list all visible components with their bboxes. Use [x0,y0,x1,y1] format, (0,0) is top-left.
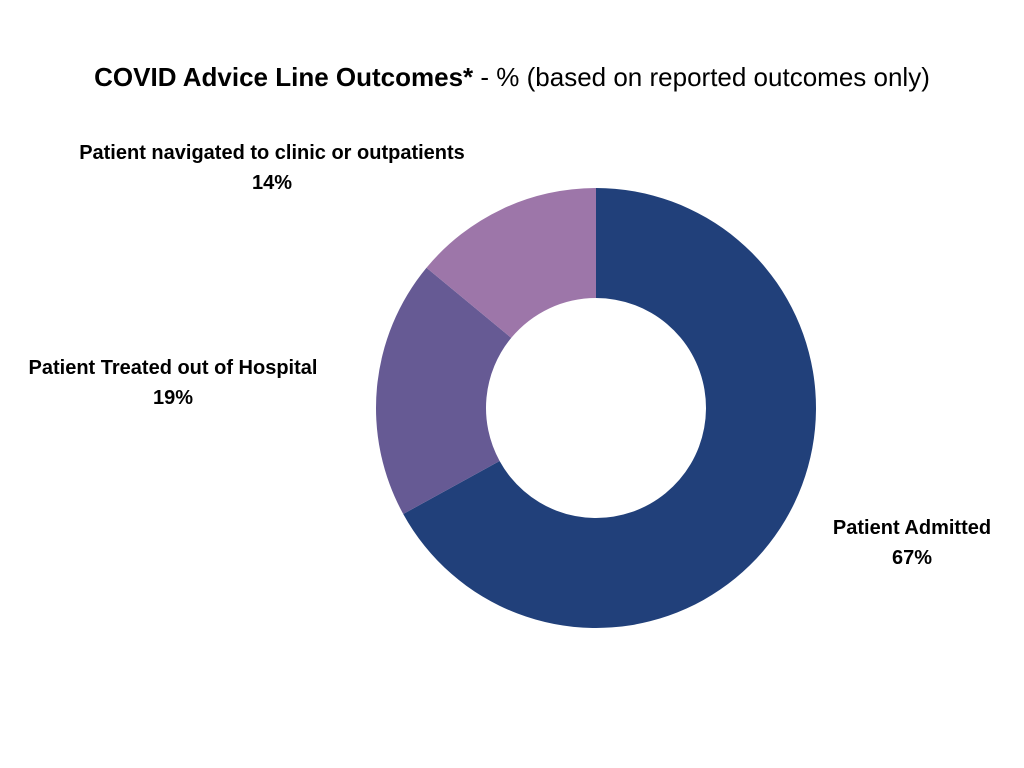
slice-label-admitted-name: Patient Admitted [832,517,992,539]
donut-slices [376,188,816,628]
slice-label-navigated: Patient navigated to clinic or outpatien… [52,138,492,198]
chart-title: COVID Advice Line Outcomes* - % (based o… [0,60,1024,94]
chart-title-subtitle: - % (based on reported outcomes only) [480,62,930,92]
slice-label-treated-value: 19% [152,387,194,409]
slice-label-navigated-value: 14% [251,172,293,194]
slice-navigated-to-clinic [426,188,596,338]
slice-admitted [403,188,816,628]
slice-label-admitted: Patient Admitted 67% [812,513,1012,573]
slice-treated-out-of-hospital [376,267,512,514]
slice-label-treated-name: Patient Treated out of Hospital [28,357,318,379]
slice-label-navigated-name: Patient navigated to clinic or outpatien… [79,142,465,164]
slice-label-admitted-value: 67% [891,547,933,569]
slice-label-treated: Patient Treated out of Hospital 19% [5,353,341,413]
chart-title-main: COVID Advice Line Outcomes* [94,62,474,92]
